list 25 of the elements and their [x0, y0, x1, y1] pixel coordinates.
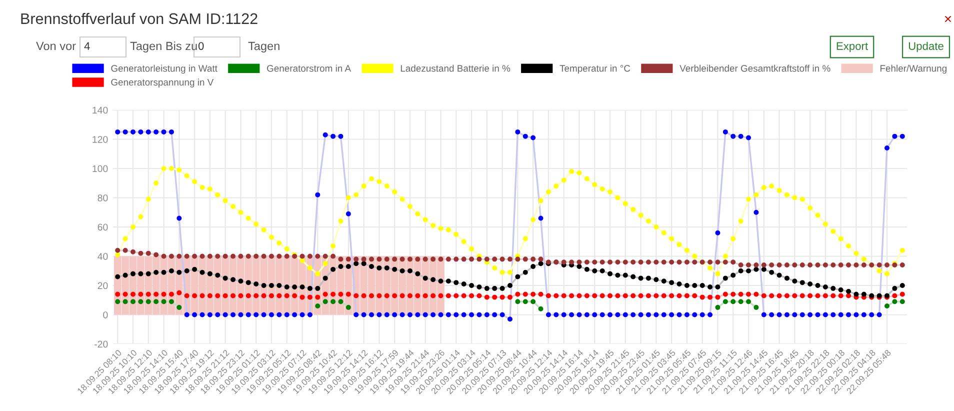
legend-label: Fehler/Warnung: [880, 64, 946, 74]
y-tick-label: 140: [92, 106, 108, 114]
legend-label: Temperatur in °C: [560, 64, 630, 74]
y-tick-label: 20: [98, 282, 108, 290]
legend-label: Ladezustand Batterie in %: [400, 64, 510, 72]
chart-title: Brennstoffverlauf von SAM ID:1122: [21, 12, 258, 24]
text: Von vor: [36, 42, 76, 50]
text: 0: [198, 42, 204, 50]
legend-label: Verbleibender Gesamtkraftstoff in %: [680, 64, 830, 72]
y-tick-label: 40: [98, 252, 108, 260]
legend-label: Generatorspannung in V: [111, 78, 214, 88]
y-tick-label: 120: [92, 136, 108, 143]
text: Export: [836, 42, 868, 52]
text: Tagen: [248, 42, 280, 52]
text: Update: [908, 42, 944, 52]
legend-label: Generatorleistung in Watt: [111, 64, 218, 74]
text: ×: [944, 16, 952, 22]
y-tick-label: -20: [94, 340, 108, 348]
text: Tagen Bis zu: [130, 42, 197, 52]
text: 4: [84, 42, 90, 50]
y-tick-label: 0: [103, 311, 108, 318]
y-tick-label: 100: [92, 165, 108, 172]
y-tick-label: 60: [98, 224, 108, 231]
y-tick-label: 80: [98, 194, 108, 202]
legend-label: Generatorstrom in A: [267, 64, 352, 72]
